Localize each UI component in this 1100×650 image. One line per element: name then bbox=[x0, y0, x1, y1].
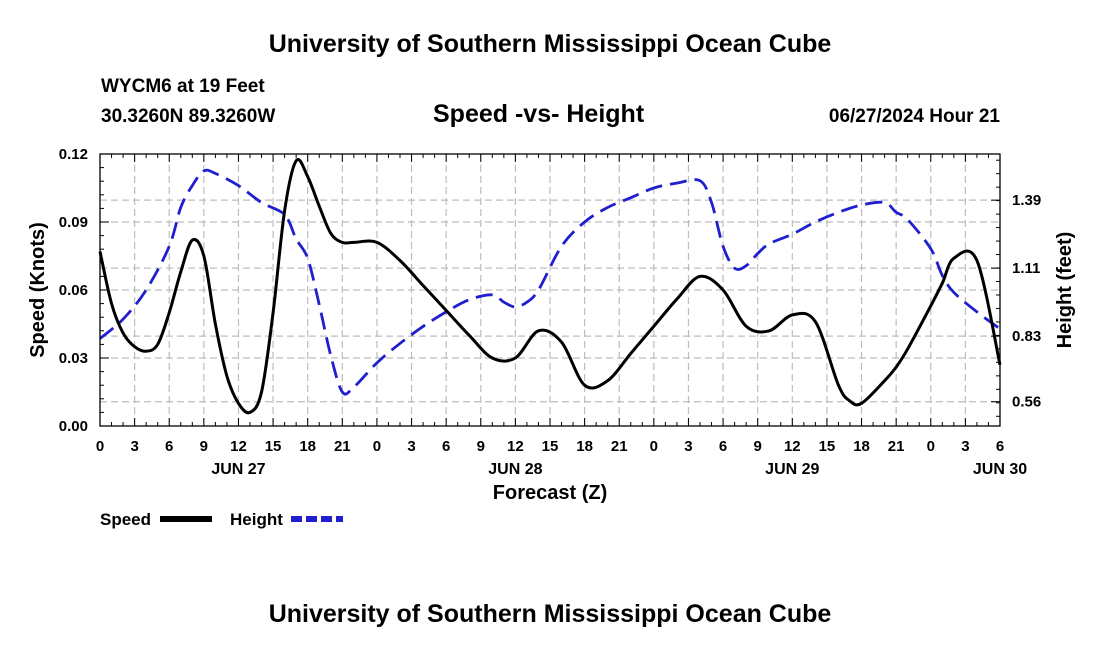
y-tick-label: 0.09 bbox=[59, 214, 88, 231]
chart-title: Speed -vs- Height bbox=[433, 100, 645, 128]
x-tick-label: 0 bbox=[96, 438, 104, 455]
date-label: JUN 28 bbox=[488, 461, 542, 478]
grid-lines bbox=[100, 154, 1000, 426]
x-tick-label: 15 bbox=[265, 438, 282, 455]
y2-axis-label: Height (feet) bbox=[1054, 232, 1076, 349]
y-tick-label: 0.00 bbox=[59, 418, 88, 435]
series-line-speed bbox=[98, 158, 1002, 415]
axis-tick-labels: 0 3 6 9 12 15 18 21 0 3 6 9 12 15 18 21 0 3 6 9 12 15 18 21 0 3 6 J… bbox=[59, 146, 1041, 478]
x-tick-label: 3 bbox=[684, 438, 692, 455]
y2-tick-label: 0.83 bbox=[1012, 328, 1041, 345]
page-title-top: University of Southern Mississippi Ocean… bbox=[268, 30, 832, 58]
x-tick-label: 3 bbox=[961, 438, 969, 455]
date-label: JUN 29 bbox=[765, 461, 819, 478]
legend: Speed Height bbox=[100, 510, 343, 529]
x-tick-label: 9 bbox=[754, 438, 762, 455]
x-tick-label: 18 bbox=[299, 438, 316, 455]
x-tick-label: 3 bbox=[407, 438, 415, 455]
y-tick-label: 0.06 bbox=[59, 282, 88, 299]
y2-tick-label: 1.39 bbox=[1012, 192, 1041, 209]
x-tick-label: 18 bbox=[576, 438, 593, 455]
x-tick-label: 6 bbox=[996, 438, 1004, 455]
page-title-bottom: University of Southern Mississippi Ocean… bbox=[268, 600, 832, 628]
coordinates-label: 30.3260N 89.3260W bbox=[101, 106, 276, 127]
x-tick-label: 9 bbox=[477, 438, 485, 455]
station-label: WYCM6 at 19 Feet bbox=[101, 76, 265, 97]
legend-label-speed: Speed bbox=[100, 510, 151, 529]
date-label: JUN 27 bbox=[211, 461, 265, 478]
forecast-datetime: 06/27/2024 Hour 21 bbox=[828, 106, 1000, 127]
x-tick-label: 15 bbox=[542, 438, 559, 455]
x-tick-label: 12 bbox=[230, 438, 247, 455]
x-tick-label: 12 bbox=[784, 438, 801, 455]
x-tick-label: 6 bbox=[165, 438, 173, 455]
x-tick-label: 3 bbox=[130, 438, 138, 455]
x-tick-label: 6 bbox=[719, 438, 727, 455]
series-line-height bbox=[99, 168, 1001, 396]
x-tick-label: 21 bbox=[888, 438, 905, 455]
x-tick-label: 0 bbox=[373, 438, 381, 455]
x-tick-label: 18 bbox=[853, 438, 870, 455]
series-lines bbox=[98, 158, 1002, 415]
y2-tick-label: 0.56 bbox=[1012, 394, 1041, 411]
y-tick-label: 0.12 bbox=[59, 146, 88, 163]
x-tick-label: 21 bbox=[611, 438, 628, 455]
x-tick-label: 21 bbox=[334, 438, 351, 455]
x-axis-label: Forecast (Z) bbox=[492, 482, 608, 504]
x-tick-label: 12 bbox=[507, 438, 524, 455]
date-label: JUN 30 bbox=[973, 461, 1027, 478]
x-tick-label: 0 bbox=[927, 438, 935, 455]
y-tick-label: 0.03 bbox=[59, 350, 88, 367]
x-tick-label: 9 bbox=[200, 438, 208, 455]
x-tick-label: 15 bbox=[819, 438, 836, 455]
x-tick-label: 6 bbox=[442, 438, 450, 455]
y2-tick-label: 1.11 bbox=[1012, 260, 1040, 277]
y-axis-label: Speed (Knots) bbox=[27, 222, 49, 358]
axis-ticks bbox=[99, 153, 1001, 427]
legend-label-height: Height bbox=[230, 510, 283, 529]
x-tick-label: 0 bbox=[650, 438, 658, 455]
